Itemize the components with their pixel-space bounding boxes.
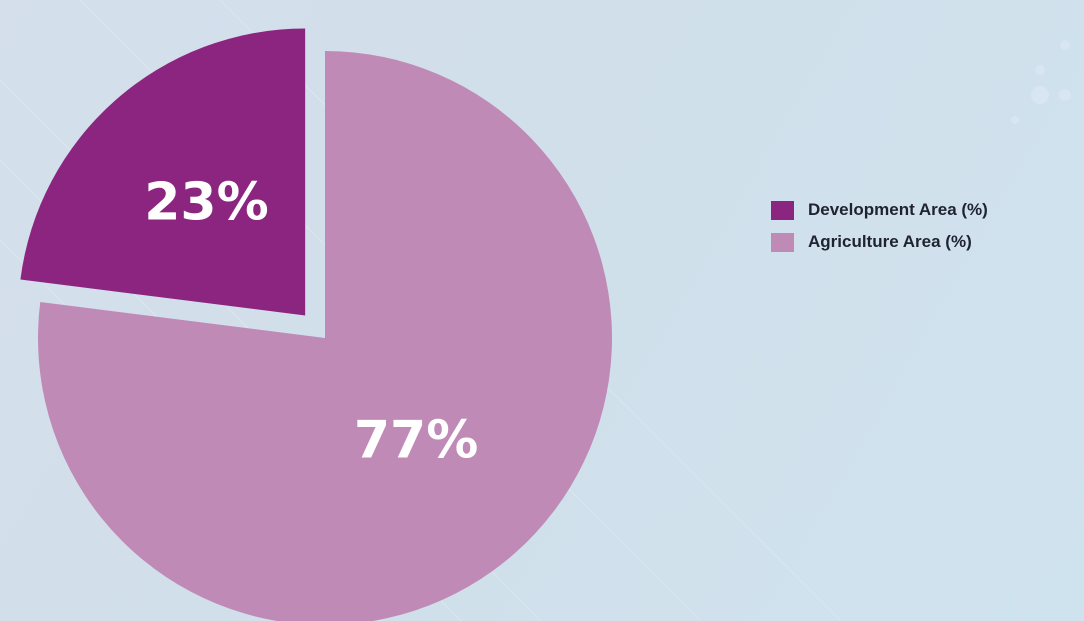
legend-swatch-agriculture (771, 232, 794, 252)
legend-label-agriculture: Agriculture Area (%) (808, 232, 972, 251)
data-label-development: 23% (144, 173, 268, 233)
legend-swatch-development (771, 200, 794, 220)
data-label-agriculture: 77% (354, 410, 478, 470)
pie-slice-agriculture (38, 51, 612, 621)
legend-item-development: Development Area (%) (771, 200, 988, 220)
pie-slice-development (20, 28, 306, 316)
legend-label-development: Development Area (%) (808, 200, 988, 219)
chart-legend: Development Area (%) Agriculture Area (%… (771, 200, 988, 264)
legend-item-agriculture: Agriculture Area (%) (771, 232, 988, 252)
